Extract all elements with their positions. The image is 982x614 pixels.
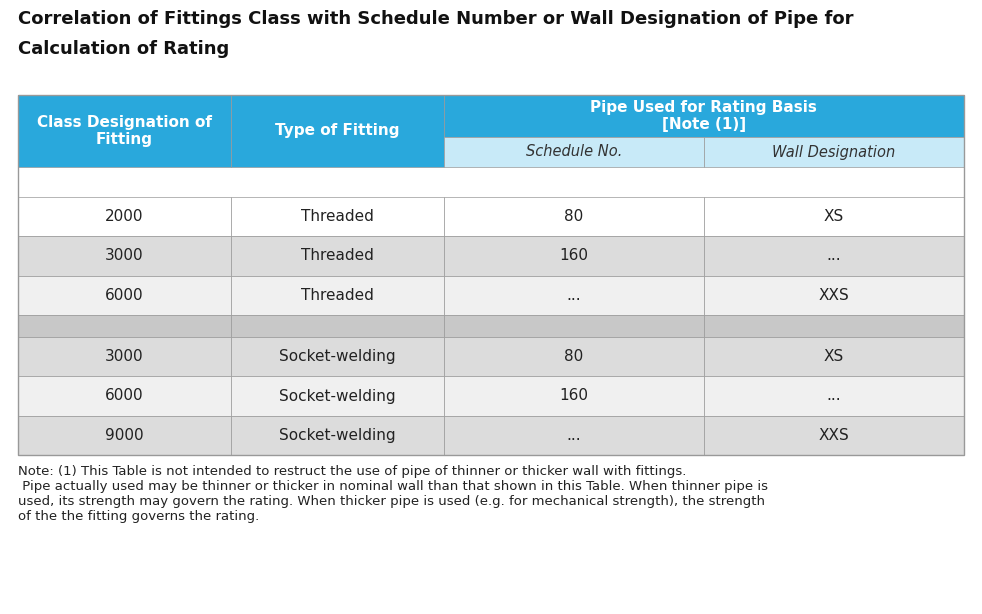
Text: 9000: 9000 [105,428,143,443]
Bar [18,315,231,337]
Bar [704,416,964,455]
Bar [444,137,704,167]
Text: Type of Fitting: Type of Fitting [275,123,400,139]
Text: 160: 160 [560,389,588,403]
Text: Socket-welding: Socket-welding [279,389,396,403]
Text: ...: ... [827,249,842,263]
Bar [18,276,231,315]
Text: Pipe Used for Rating Basis
[Note (1)]: Pipe Used for Rating Basis [Note (1)] [590,100,817,132]
Text: Threaded: Threaded [300,209,374,224]
Bar [18,337,231,376]
Bar [704,315,964,337]
Bar [444,236,704,276]
Text: 80: 80 [564,349,583,364]
Text: Schedule No.: Schedule No. [525,144,622,160]
Bar [18,197,231,236]
Bar [444,376,704,416]
Bar [704,276,964,315]
Text: 6000: 6000 [105,389,143,403]
Text: ...: ... [567,288,581,303]
Bar [18,376,231,416]
Text: Note: (1) This Table is not intended to restruct the use of pipe of thinner or t: Note: (1) This Table is not intended to … [18,465,768,523]
Bar [231,376,444,416]
Text: Correlation of Fittings Class with Schedule Number or Wall Designation of Pipe f: Correlation of Fittings Class with Sched… [18,10,853,28]
Text: Class Designation of
Fitting: Class Designation of Fitting [37,115,212,147]
Text: 3000: 3000 [105,349,143,364]
Text: 2000: 2000 [105,209,143,224]
Bar [231,276,444,315]
Bar [444,315,704,337]
Bar [231,95,444,167]
Bar [444,416,704,455]
Bar [704,197,964,236]
Bar [18,236,231,276]
Bar [704,337,964,376]
Bar [18,95,964,455]
Bar [704,137,964,167]
Text: Wall Designation: Wall Designation [772,144,896,160]
Bar [18,95,231,167]
Text: Calculation of Rating: Calculation of Rating [18,40,229,58]
Bar [231,197,444,236]
Text: Threaded: Threaded [300,288,374,303]
Bar [231,337,444,376]
Bar [444,197,704,236]
Bar [704,236,964,276]
Bar [444,337,704,376]
Text: 6000: 6000 [105,288,143,303]
Text: XS: XS [824,209,845,224]
Bar [444,95,964,137]
Text: Socket-welding: Socket-welding [279,428,396,443]
Text: XXS: XXS [819,288,849,303]
Text: 80: 80 [564,209,583,224]
Text: 3000: 3000 [105,249,143,263]
Bar [444,276,704,315]
Bar [704,376,964,416]
Text: XS: XS [824,349,845,364]
Text: ...: ... [827,389,842,403]
Text: Socket-welding: Socket-welding [279,349,396,364]
Bar [231,416,444,455]
Text: XXS: XXS [819,428,849,443]
Text: Threaded: Threaded [300,249,374,263]
Bar [18,416,231,455]
Text: 160: 160 [560,249,588,263]
Bar [231,315,444,337]
Bar [231,236,444,276]
Text: ...: ... [567,428,581,443]
